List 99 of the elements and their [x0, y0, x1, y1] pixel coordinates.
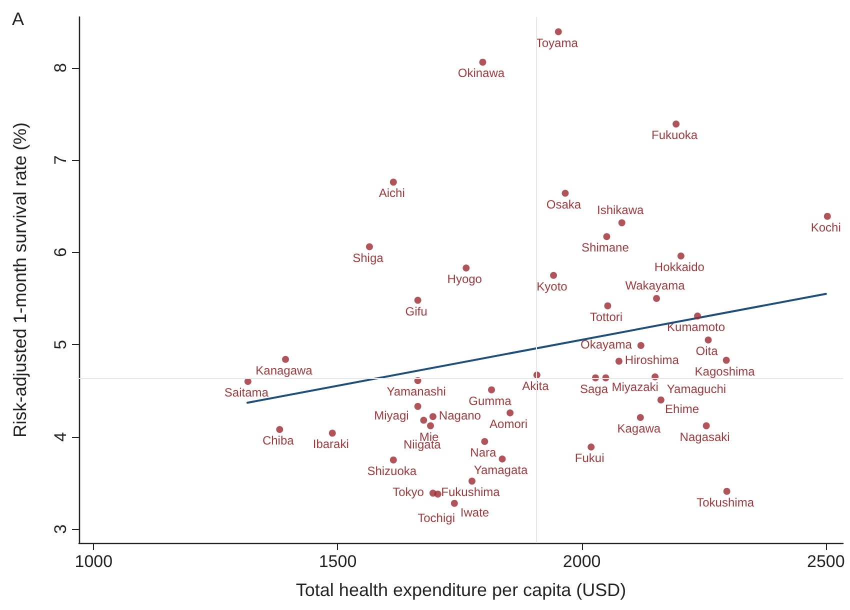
point: [824, 212, 831, 220]
annotation: Kumamoto: [667, 320, 726, 334]
point: [276, 426, 284, 433]
annotation: Nara: [470, 445, 497, 460]
annotation: Toyama: [536, 36, 578, 50]
y-tick-label: 8: [51, 63, 70, 72]
point: [604, 302, 612, 310]
x-tick-label: 1000: [74, 552, 113, 571]
annotation: Aichi: [378, 186, 405, 200]
y-tick-label: 6: [51, 248, 70, 258]
annotation: Gumma: [468, 394, 512, 408]
point: [562, 190, 569, 197]
x-tick-label: 1500: [318, 552, 357, 571]
x-tick-label: 2000: [562, 552, 601, 571]
point: [550, 272, 558, 279]
y-tick-label: 4: [51, 432, 70, 442]
point: [420, 416, 428, 424]
point: [657, 396, 664, 404]
annotation: Kagoshima: [694, 364, 756, 378]
point: [244, 378, 252, 386]
annotation: Yamaguchi: [666, 382, 726, 396]
annotation: Tochigi: [418, 511, 455, 526]
x-axis-title: Total health expenditure per capita (USD): [296, 580, 626, 600]
annotation: Saitama: [224, 386, 269, 400]
annotation: Iwate: [460, 505, 490, 520]
point: [722, 356, 730, 364]
annotation: Fukuoka: [652, 128, 698, 142]
annotation: Aomori: [490, 416, 528, 431]
point: [704, 336, 712, 344]
annotation: Okinawa: [458, 66, 505, 80]
point: [506, 409, 514, 416]
annotation: Akita: [522, 379, 550, 394]
annotation: Yamanashi: [386, 384, 446, 399]
point: [672, 120, 680, 128]
annotation: Saga: [580, 382, 608, 396]
point: [366, 243, 373, 250]
point: [618, 219, 626, 226]
point: [481, 438, 488, 445]
point: [426, 422, 434, 430]
annotation: Nagasaki: [680, 430, 730, 444]
point: [653, 294, 660, 302]
point: [390, 456, 397, 464]
annotation: Tokushima: [696, 495, 754, 510]
point: [723, 488, 730, 495]
annotation: Chiba: [262, 433, 294, 448]
annotation: Ehime: [665, 402, 700, 416]
point: [554, 28, 562, 36]
annotation: Hiroshima: [624, 353, 680, 368]
point: [488, 386, 496, 394]
annotation: Ibaraki: [312, 437, 349, 452]
x-tick-label: 2500: [807, 552, 845, 571]
point: [434, 490, 442, 498]
annotation: Wakayama: [625, 278, 686, 292]
point: [498, 456, 506, 463]
point: [702, 422, 710, 430]
point: [429, 413, 436, 420]
annotation: Gifu: [405, 304, 428, 318]
annotation: Miyazaki: [612, 380, 658, 394]
point: [677, 252, 684, 260]
point: [468, 478, 476, 485]
point: [588, 444, 595, 451]
y-tick-label: 5: [51, 340, 70, 350]
annotation: Yamagata: [474, 463, 528, 478]
point: [479, 58, 486, 66]
y-tick-label: 3: [51, 524, 70, 534]
point: [615, 358, 622, 365]
annotation: Nagano: [438, 408, 482, 423]
annotation: Kagawa: [617, 422, 661, 436]
annotation: Hyogo: [447, 272, 482, 286]
annotation: Oita: [696, 344, 718, 358]
point: [390, 178, 397, 186]
annotation: Miyagi: [374, 408, 409, 422]
point: [462, 264, 470, 272]
point: [282, 356, 289, 363]
point: [636, 414, 644, 421]
annotation: Kochi: [810, 220, 841, 234]
annotation: Shizuoka: [367, 464, 417, 478]
y-axis-title: Risk-adjusted 1-month survival rate (%): [10, 122, 30, 438]
annotation: Tokyo: [392, 485, 424, 500]
annotation: Hokkaido: [654, 260, 705, 274]
annotation: Kanagawa: [256, 363, 313, 378]
point: [414, 402, 422, 410]
point: [637, 342, 644, 350]
annotation: Fukushima: [441, 485, 500, 500]
point: [328, 430, 336, 437]
text: A: [12, 9, 24, 29]
annotation: Kyoto: [536, 279, 568, 294]
annotation: Tottori: [590, 310, 623, 324]
annotation: Shiga: [352, 250, 384, 265]
annotation: Fukui: [574, 451, 604, 466]
point: [450, 500, 458, 507]
point: [414, 296, 422, 304]
y-tick-label: 7: [51, 155, 70, 165]
point: [603, 233, 610, 240]
point: [694, 312, 702, 320]
annotation: Shimane: [582, 240, 630, 255]
annotation: Okayama: [580, 338, 632, 352]
annotation: Ishikawa: [597, 202, 644, 217]
annotation: Osaka: [546, 197, 582, 212]
